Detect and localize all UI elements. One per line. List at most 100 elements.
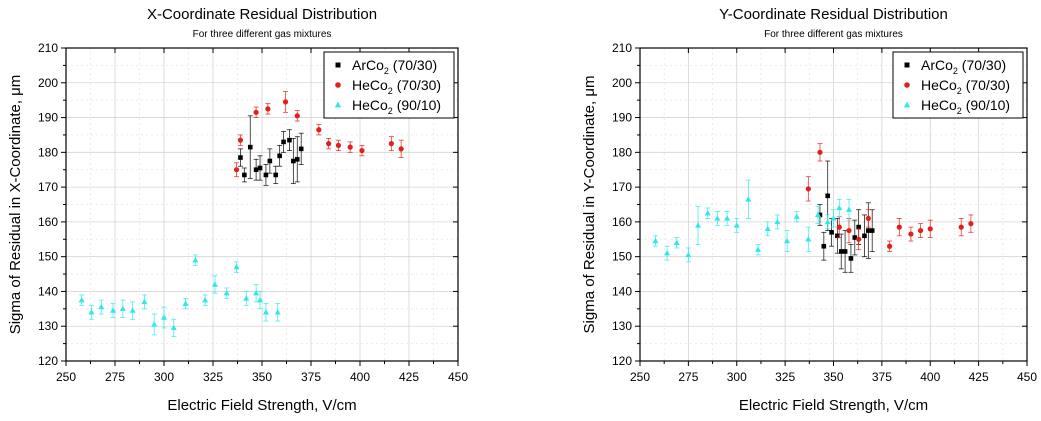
data-point — [917, 227, 924, 234]
x-tick-label: 400 — [920, 370, 940, 384]
y-axis-label: Sigma of Residual in X-Coordinate, μm — [7, 75, 24, 335]
legend-name: HeCo — [352, 97, 388, 113]
data-point — [141, 298, 148, 305]
data-point — [745, 196, 752, 202]
legend-marker — [335, 82, 341, 88]
x-tick-label: 250 — [630, 370, 650, 384]
data-point — [784, 237, 791, 244]
x-tick-label: 350 — [252, 370, 272, 384]
data-point — [119, 305, 126, 312]
legend-marker — [334, 101, 342, 108]
data-point — [724, 215, 731, 221]
data-point — [263, 172, 269, 178]
data-point — [277, 153, 282, 159]
x-tick-label: 325 — [775, 370, 795, 384]
data-point — [845, 206, 852, 212]
data-point — [805, 236, 812, 242]
data-point — [98, 303, 105, 310]
data-point — [291, 158, 296, 164]
series-2 — [233, 91, 404, 178]
data-point — [887, 243, 893, 249]
y-tick-label: 180 — [612, 145, 632, 159]
data-point — [243, 295, 250, 301]
x-tick-label: 300 — [727, 370, 747, 384]
data-point — [866, 228, 871, 233]
data-point — [958, 224, 964, 230]
legend-suffix: (90/10) — [962, 97, 1010, 113]
y-tick-label: 160 — [38, 215, 58, 229]
data-point — [830, 215, 837, 221]
data-point — [247, 144, 253, 150]
chart-title: Y-Coordinate Residual Distribution — [719, 6, 948, 23]
y-tick-label: 120 — [612, 354, 632, 368]
legend-subscript: 2 — [957, 86, 962, 96]
data-point — [398, 146, 404, 152]
series-3 — [652, 179, 852, 263]
y-tick-label: 190 — [38, 111, 58, 125]
legend-marker — [904, 62, 910, 68]
data-point — [237, 137, 244, 143]
y-tick-label: 210 — [38, 41, 58, 55]
data-point — [848, 256, 854, 261]
data-point — [673, 239, 680, 245]
legend-suffix: (70/30) — [962, 77, 1010, 93]
data-point — [805, 186, 811, 192]
y-tick-label: 120 — [38, 354, 58, 368]
data-point — [282, 99, 289, 105]
data-point — [835, 233, 840, 239]
chart-2: 250 275 300 325 350 375 400 425 450 120 130 140 150 1… — [581, 6, 1037, 414]
y-tick-label: 200 — [612, 76, 632, 90]
series-3 — [78, 254, 281, 338]
data-point — [664, 249, 671, 256]
data-layer — [652, 143, 974, 273]
data-point — [347, 144, 353, 150]
y-tick-label: 170 — [38, 180, 58, 194]
legend-box — [323, 51, 455, 119]
data-point — [896, 224, 902, 230]
legend-suffix: (70/30) — [389, 57, 437, 73]
x-tick-label: 275 — [105, 370, 125, 384]
legend-name: ArCo — [352, 57, 384, 73]
y-tick-label: 210 — [612, 41, 632, 55]
data-point — [78, 296, 85, 303]
legend-marker — [335, 62, 341, 68]
data-point — [733, 222, 740, 228]
data-point — [838, 249, 844, 254]
x-tick-label: 375 — [301, 370, 321, 384]
data-point — [238, 155, 243, 160]
y-tick-label: 130 — [38, 319, 58, 333]
legend-suffix: (70/30) — [958, 57, 1006, 73]
x-tick-label: 450 — [448, 370, 468, 384]
data-point — [842, 249, 848, 254]
data-point — [192, 256, 199, 263]
series-1 — [237, 115, 304, 186]
data-point — [908, 231, 914, 237]
legend-name: ArCo — [921, 57, 953, 73]
data-point — [316, 127, 322, 133]
data-point — [793, 213, 800, 219]
series-1 — [817, 160, 875, 273]
data-point — [869, 228, 875, 233]
data-point — [326, 141, 332, 147]
data-point — [253, 167, 259, 173]
data-point — [821, 243, 827, 249]
data-point — [388, 141, 394, 147]
legend-subscript: 2 — [388, 86, 393, 96]
data-point — [257, 296, 264, 303]
data-point — [817, 149, 823, 155]
legend-label: HeCo2 (90/10) — [352, 97, 441, 116]
chart-subtitle: For three different gas mixtures — [193, 29, 332, 40]
data-point — [825, 193, 830, 199]
data-point — [856, 236, 862, 242]
data-point — [233, 167, 240, 173]
x-tick-label: 275 — [678, 370, 698, 384]
data-point — [257, 165, 263, 171]
data-point — [294, 113, 300, 119]
data-point — [110, 307, 117, 313]
data-point — [294, 156, 300, 162]
data-point — [836, 204, 843, 211]
legend-marker — [904, 82, 910, 88]
data-point — [233, 263, 240, 270]
